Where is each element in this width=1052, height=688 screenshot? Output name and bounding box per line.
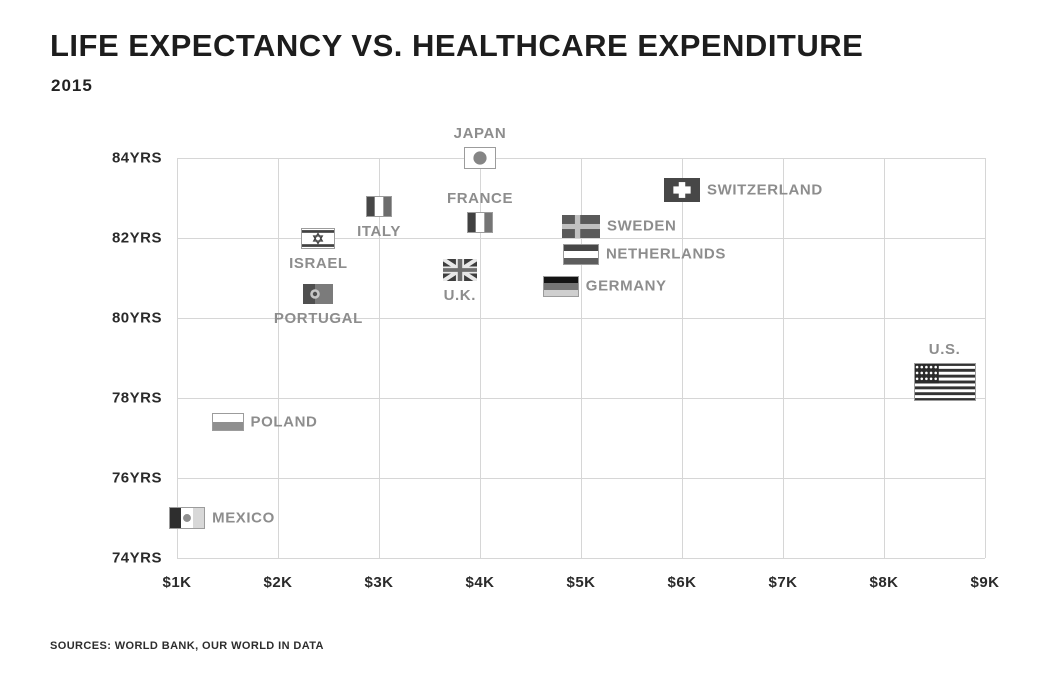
x-tick-label: $1K — [162, 574, 192, 591]
x-tick-label: $5K — [566, 574, 596, 591]
x-tick-label: $8K — [869, 574, 899, 591]
x-tick-label: $3K — [364, 574, 394, 591]
country-label-italy: ITALY — [357, 222, 401, 240]
uk-flag-icon — [442, 259, 477, 281]
netherlands-flag-icon — [563, 243, 599, 265]
h-gridline — [177, 158, 985, 159]
italy-flag-icon — [366, 195, 392, 217]
v-gridline — [884, 158, 885, 558]
country-label-portugal: PORTUGAL — [273, 310, 363, 327]
h-gridline — [177, 558, 985, 559]
v-gridline — [177, 158, 178, 558]
data-point-japan: JAPAN — [454, 125, 506, 169]
country-label-germany: GERMANY — [585, 277, 667, 295]
y-tick-label: 84YRS — [111, 149, 162, 167]
y-tick-label: 82YRS — [111, 229, 162, 247]
v-gridline — [682, 158, 683, 558]
data-point-france: FRANCE — [447, 190, 512, 233]
y-tick-label: 80YRS — [111, 309, 162, 327]
y-tick-label: 78YRS — [111, 389, 162, 407]
v-gridline — [278, 158, 279, 558]
japan-flag-icon — [464, 147, 496, 169]
v-gridline — [379, 158, 380, 558]
x-tick-label: $2K — [263, 574, 293, 591]
data-point-germany: GERMANY — [542, 275, 666, 297]
data-point-netherlands: NETHERLANDS — [563, 243, 725, 265]
switzerland-flag-icon — [664, 178, 700, 202]
mexico-flag-icon — [169, 507, 206, 529]
h-gridline — [177, 238, 985, 239]
data-point-u-s: U.S. — [913, 341, 976, 401]
country-label-mexico: MEXICO — [212, 509, 275, 527]
country-label-u-s: U.S. — [928, 341, 961, 358]
x-tick-label: $6K — [667, 574, 697, 591]
country-label-switzerland: SWITZERLAND — [707, 181, 823, 199]
x-tick-label: $4K — [465, 574, 495, 591]
country-label-japan: JAPAN — [453, 125, 507, 142]
poland-flag-icon — [211, 413, 244, 431]
country-label-france: FRANCE — [446, 189, 514, 207]
country-label-israel: ISRAEL — [289, 254, 348, 272]
country-label-poland: POLAND — [250, 413, 318, 431]
h-gridline — [177, 318, 985, 319]
france-flag-icon — [467, 211, 493, 233]
chart-title: LIFE EXPECTANCY VS. HEALTHCARE EXPENDITU… — [50, 28, 864, 63]
chart-subtitle: 2015 — [51, 76, 93, 95]
v-gridline — [480, 158, 481, 558]
country-label-netherlands: NETHERLANDS — [606, 245, 726, 263]
sweden-flag-icon — [562, 214, 600, 238]
data-point-portugal: PORTUGAL — [274, 284, 362, 327]
h-gridline — [177, 478, 985, 479]
data-point-israel: ISRAEL — [289, 227, 347, 272]
us-flag-icon — [913, 363, 976, 401]
y-tick-label: 76YRS — [111, 469, 162, 487]
data-point-sweden: SWEDEN — [562, 214, 676, 238]
data-point-mexico: MEXICO — [169, 507, 274, 529]
data-point-italy: ITALY — [357, 195, 400, 240]
country-label-sweden: SWEDEN — [607, 217, 677, 235]
x-tick-label: $7K — [768, 574, 798, 591]
data-point-switzerland: SWITZERLAND — [664, 178, 822, 202]
y-tick-label: 74YRS — [111, 549, 162, 567]
x-tick-label: $9K — [970, 574, 1000, 591]
data-point-poland: POLAND — [211, 413, 317, 431]
v-gridline — [985, 158, 986, 558]
v-gridline — [581, 158, 582, 558]
h-gridline — [177, 398, 985, 399]
sources-note: SOURCES: WORLD BANK, OUR WORLD IN DATA — [50, 640, 324, 652]
data-point-u-k: U.K. — [442, 259, 477, 304]
country-label-u-k: U.K. — [443, 287, 476, 304]
portugal-flag-icon — [303, 284, 334, 304]
germany-flag-icon — [542, 275, 579, 297]
v-gridline — [783, 158, 784, 558]
israel-flag-icon — [301, 227, 336, 249]
